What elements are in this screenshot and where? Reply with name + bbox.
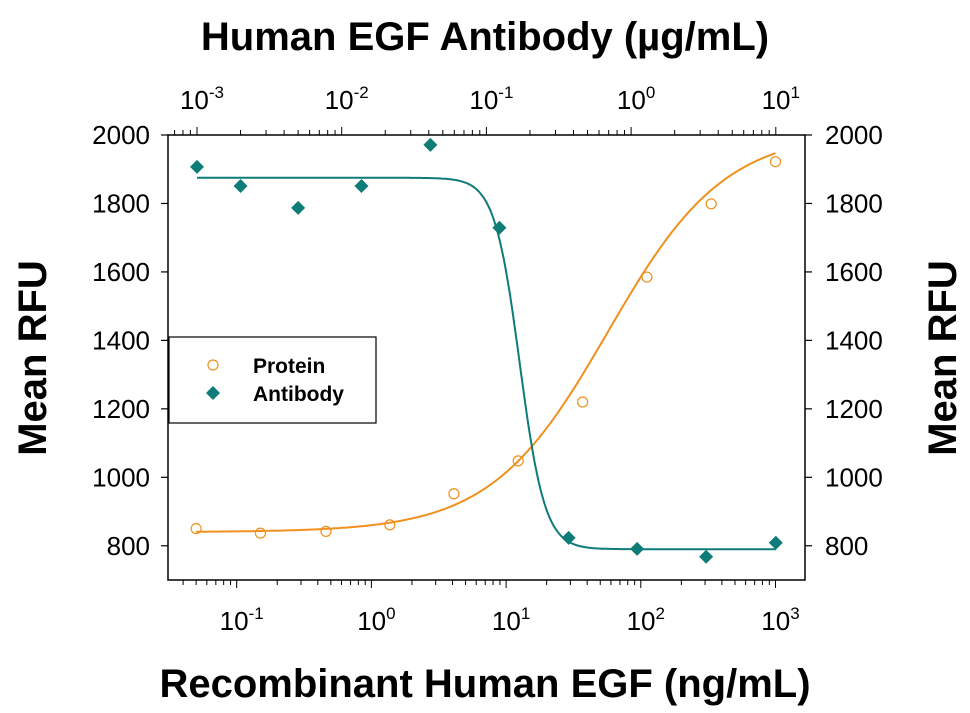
y-tick-label-right: 1400 — [825, 325, 883, 355]
y-tick-label-right: 1000 — [825, 462, 883, 492]
data-point-antibody — [354, 179, 369, 194]
data-point-protein — [384, 519, 396, 531]
y-tick-label-right: 1600 — [825, 257, 883, 287]
bottom-tick-label: 101 — [492, 604, 530, 636]
y-tick-label-left: 1800 — [92, 188, 150, 218]
legend: Protein Antibody — [168, 336, 377, 424]
y-tick-label-left: 1200 — [92, 394, 150, 424]
bottom-tick-label: 102 — [627, 604, 665, 636]
bottom-tick-label: 103 — [761, 604, 799, 636]
fit-curve-antibody — [197, 176, 776, 551]
top-axis-title: Human EGF Antibody (µg/mL) — [201, 15, 769, 59]
bottom-tick-label: 100 — [357, 604, 395, 636]
y-axis-title-right: Mean RFU — [921, 260, 965, 456]
y-tick-label-left: 1000 — [92, 462, 150, 492]
y-tick-label-left: 2000 — [92, 120, 150, 150]
y-tick-label-right: 800 — [825, 531, 868, 561]
data-point-protein — [705, 198, 717, 210]
y-tick-label-left: 1600 — [92, 257, 150, 287]
data-point-antibody — [492, 220, 507, 235]
x-axis-title: Recombinant Human EGF (ng/mL) — [159, 662, 810, 706]
bottom-tick-label: 10-1 — [220, 604, 264, 636]
top-tick-label: 10-2 — [325, 83, 369, 115]
data-point-protein — [769, 156, 782, 168]
legend-box — [168, 336, 377, 424]
data-point-antibody — [190, 159, 204, 174]
data-point-protein — [320, 525, 332, 537]
y-axis-title-left: Mean RFU — [11, 260, 55, 456]
data-point-antibody — [233, 179, 248, 194]
y-tick-label-left: 800 — [107, 531, 150, 561]
data-point-antibody — [561, 530, 576, 545]
data-point-antibody — [699, 549, 714, 564]
y-tick-label-left: 1400 — [92, 325, 150, 355]
data-point-protein — [641, 271, 653, 283]
top-tick-label: 10-1 — [469, 83, 513, 115]
legend-marker-protein — [207, 359, 219, 371]
legend-marker-antibody — [206, 386, 220, 400]
data-point-antibody — [291, 200, 306, 215]
data-point-antibody — [630, 541, 645, 556]
data-point-protein — [577, 396, 589, 408]
fit-curve-protein — [196, 152, 776, 533]
legend-label-antibody: Antibody — [253, 383, 344, 406]
data-point-protein — [190, 523, 202, 535]
y-tick-label-right: 1200 — [825, 394, 883, 424]
top-tick-label: 101 — [762, 83, 800, 115]
top-tick-label: 10-3 — [180, 83, 224, 115]
data-point-antibody — [423, 137, 438, 152]
data-point-protein — [448, 488, 460, 500]
y-tick-label-right: 1800 — [825, 188, 883, 218]
legend-label-protein: Protein — [253, 355, 325, 378]
data-point-antibody — [768, 535, 783, 550]
top-tick-label: 100 — [617, 83, 655, 115]
data-point-protein — [512, 455, 524, 467]
y-tick-label-right: 2000 — [825, 120, 883, 150]
data-point-protein — [254, 527, 267, 539]
